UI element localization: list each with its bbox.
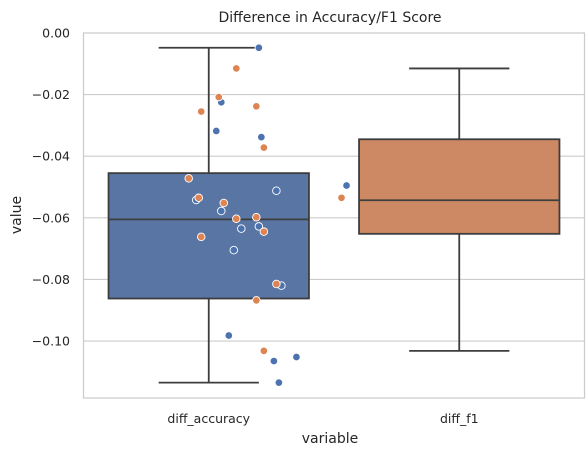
y-tick-label: 0.00 [42, 26, 70, 41]
point-diff_f1 [196, 232, 206, 242]
x-tick-label: diff_accuracy [167, 411, 250, 426]
point-diff_accuracy [274, 378, 284, 387]
plot-frame [82, 32, 586, 399]
point-diff_f1 [259, 346, 269, 356]
x-axis-label: variable [302, 431, 358, 447]
point-diff_f1 [194, 193, 203, 203]
chart-title: Difference in Accuracy/F1 Score [218, 10, 441, 26]
box-diff_f1 [358, 67, 561, 352]
point-diff_f1 [196, 107, 206, 116]
point-diff_accuracy [212, 126, 221, 136]
point-diff_accuracy [269, 356, 279, 366]
point-diff_accuracy [224, 331, 234, 340]
point-diff_f1 [259, 143, 269, 152]
y-axis-label: value [9, 196, 25, 234]
x-tick-label: diff_f1 [440, 411, 479, 426]
point-diff_f1 [252, 212, 261, 222]
point-diff_accuracy [254, 43, 264, 53]
point-diff_accuracy [237, 224, 246, 233]
boxes [107, 46, 561, 384]
box-iqr [358, 138, 561, 235]
box-diff_accuracy [107, 46, 310, 384]
point-diff_accuracy [342, 181, 351, 190]
y-tick-labels: 0.00 −0.02 −0.04 −0.06 −0.08 −0.10 [32, 26, 70, 349]
point-diff_accuracy [229, 245, 239, 255]
point-diff_f1 [184, 174, 193, 183]
point-diff_f1 [252, 296, 261, 305]
y-tick-label: −0.10 [32, 334, 70, 349]
point-diff_f1 [252, 102, 261, 111]
x-tick-labels: diff_accuracy diff_f1 [167, 411, 478, 426]
point-diff_accuracy [217, 206, 226, 216]
point-diff_accuracy [257, 132, 266, 142]
point-diff_f1 [232, 64, 241, 73]
y-tick-label: −0.02 [32, 87, 70, 102]
point-diff_f1 [214, 92, 224, 102]
point-diff_f1 [272, 279, 281, 289]
points [184, 43, 351, 387]
y-tick-label: −0.04 [32, 149, 70, 164]
point-diff_accuracy [292, 352, 301, 362]
point-diff_f1 [232, 214, 241, 223]
y-tick-label: −0.06 [32, 210, 70, 225]
y-tick-label: −0.08 [32, 272, 70, 287]
point-diff_accuracy [254, 222, 264, 231]
point-diff_accuracy [272, 186, 281, 195]
point-diff_f1 [259, 227, 269, 236]
point-diff_f1 [337, 193, 346, 203]
point-diff_f1 [219, 198, 229, 208]
